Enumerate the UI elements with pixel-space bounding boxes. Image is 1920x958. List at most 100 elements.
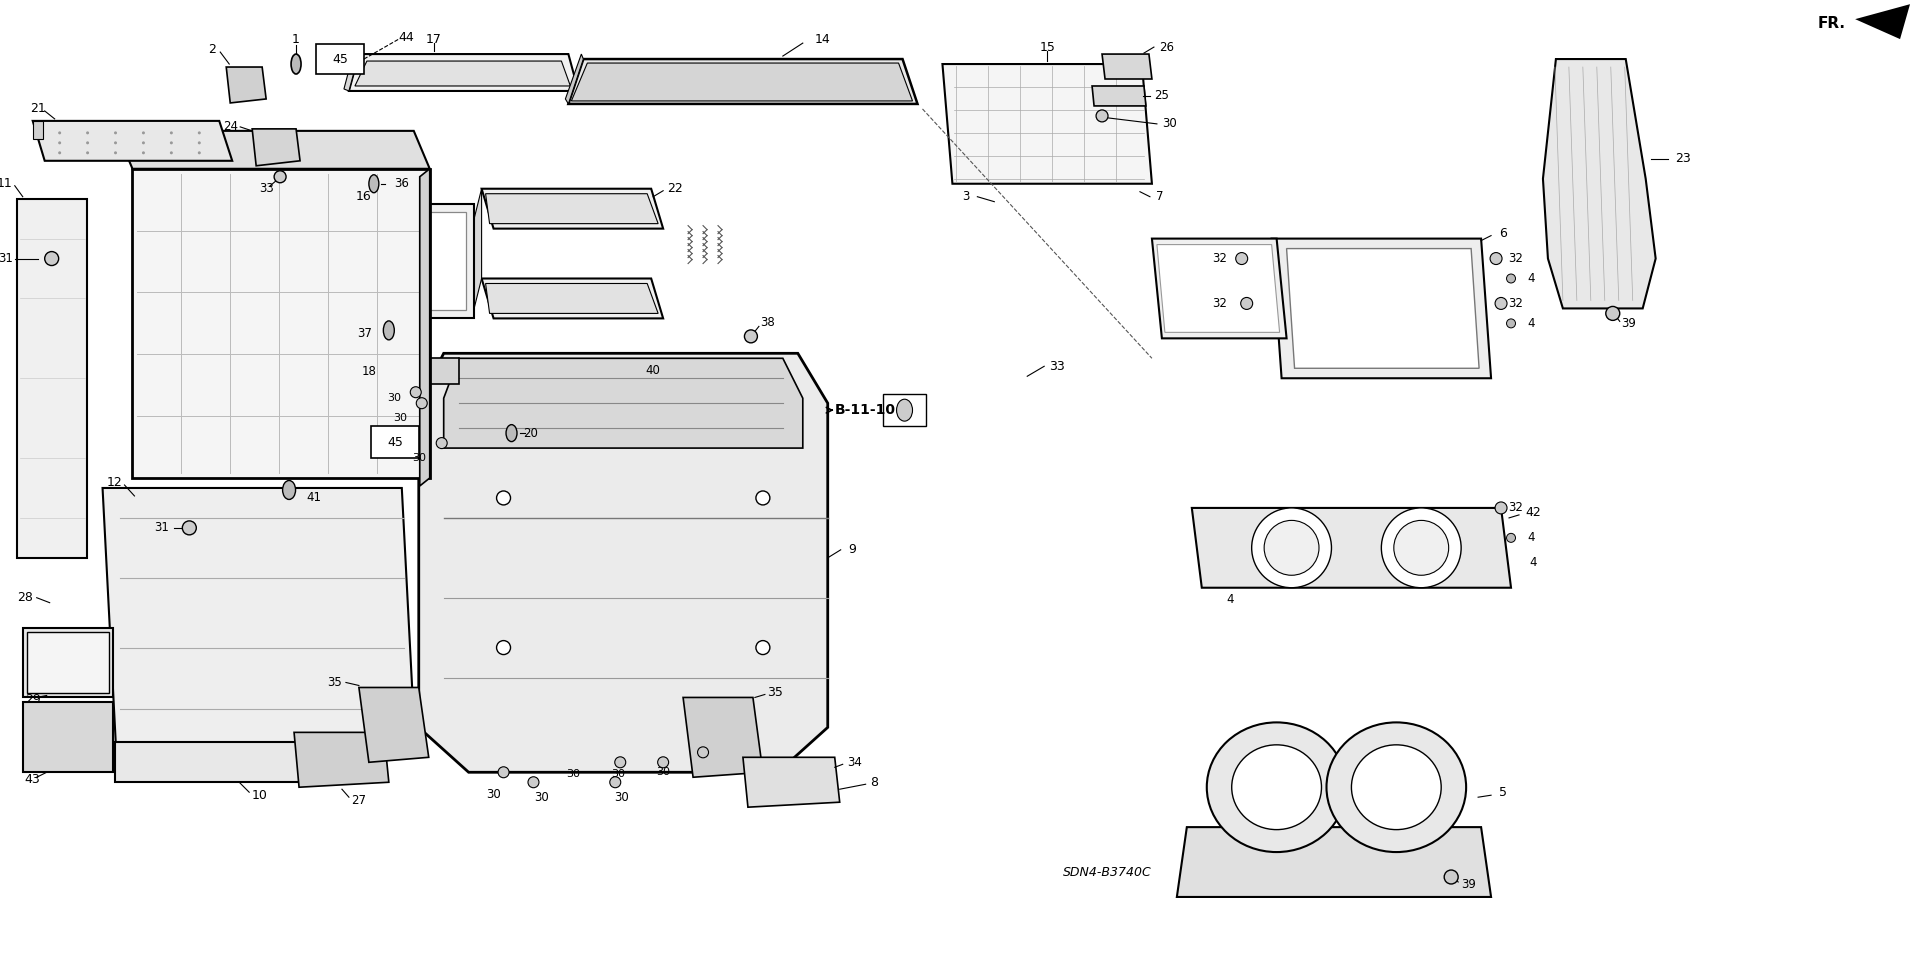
- Ellipse shape: [1327, 722, 1467, 852]
- Ellipse shape: [1240, 297, 1252, 309]
- Text: 33: 33: [259, 182, 273, 195]
- Polygon shape: [1855, 4, 1910, 39]
- Ellipse shape: [528, 777, 540, 787]
- Ellipse shape: [113, 151, 117, 154]
- Bar: [371, 426, 419, 458]
- Polygon shape: [1092, 86, 1146, 106]
- Text: 30: 30: [411, 453, 426, 463]
- Ellipse shape: [1444, 870, 1457, 884]
- Polygon shape: [472, 189, 482, 318]
- Polygon shape: [33, 121, 42, 139]
- Text: 4: 4: [1526, 532, 1534, 544]
- Text: FR.: FR.: [1816, 15, 1845, 31]
- Ellipse shape: [614, 757, 626, 767]
- Text: 29: 29: [25, 693, 40, 706]
- Polygon shape: [1271, 239, 1492, 378]
- Polygon shape: [394, 358, 459, 384]
- Polygon shape: [943, 64, 1152, 184]
- Text: 20: 20: [522, 426, 538, 440]
- Polygon shape: [444, 358, 803, 448]
- Ellipse shape: [198, 131, 202, 134]
- Ellipse shape: [897, 399, 912, 422]
- Ellipse shape: [745, 330, 756, 343]
- Ellipse shape: [142, 142, 144, 145]
- Text: 26: 26: [1160, 40, 1175, 54]
- Text: 25: 25: [1154, 89, 1169, 103]
- Text: 32: 32: [1509, 501, 1523, 514]
- Text: 30: 30: [611, 769, 626, 779]
- Text: 39: 39: [1461, 878, 1476, 892]
- Polygon shape: [227, 67, 267, 103]
- Text: 32: 32: [1212, 252, 1227, 265]
- Polygon shape: [17, 198, 86, 558]
- Polygon shape: [1544, 59, 1655, 308]
- Polygon shape: [115, 742, 303, 783]
- Ellipse shape: [417, 398, 428, 409]
- Ellipse shape: [497, 490, 511, 505]
- Polygon shape: [743, 758, 839, 808]
- Text: 22: 22: [668, 182, 684, 195]
- Text: 16: 16: [355, 191, 372, 203]
- Ellipse shape: [169, 151, 173, 154]
- Ellipse shape: [497, 641, 511, 654]
- Polygon shape: [252, 129, 300, 166]
- Ellipse shape: [275, 171, 286, 183]
- Polygon shape: [1158, 244, 1279, 332]
- Text: 34: 34: [847, 756, 862, 768]
- Ellipse shape: [292, 54, 301, 74]
- Polygon shape: [419, 354, 828, 772]
- Text: B-11-10: B-11-10: [835, 403, 897, 417]
- Bar: [27, 631, 109, 694]
- Text: 30: 30: [386, 393, 401, 403]
- Ellipse shape: [1380, 508, 1461, 587]
- Polygon shape: [344, 51, 359, 91]
- Polygon shape: [359, 688, 428, 763]
- Ellipse shape: [436, 438, 447, 448]
- Text: 21: 21: [29, 103, 46, 115]
- Text: 28: 28: [17, 591, 33, 604]
- Polygon shape: [572, 63, 912, 101]
- Text: 31: 31: [0, 252, 13, 265]
- Ellipse shape: [282, 481, 296, 499]
- Polygon shape: [486, 194, 659, 223]
- Text: 30: 30: [614, 790, 628, 804]
- Bar: [23, 702, 113, 772]
- Ellipse shape: [611, 777, 620, 787]
- Text: 15: 15: [1039, 40, 1056, 54]
- Text: 30: 30: [534, 790, 549, 804]
- Ellipse shape: [1352, 744, 1442, 830]
- Ellipse shape: [86, 151, 88, 154]
- Text: 9: 9: [849, 543, 856, 557]
- Ellipse shape: [58, 131, 61, 134]
- Text: 30: 30: [486, 787, 501, 801]
- Ellipse shape: [384, 321, 394, 340]
- Ellipse shape: [1263, 520, 1319, 575]
- Ellipse shape: [169, 131, 173, 134]
- Text: 7: 7: [1156, 191, 1164, 203]
- Ellipse shape: [1507, 319, 1515, 328]
- Polygon shape: [420, 169, 430, 486]
- Text: 39: 39: [1620, 317, 1636, 330]
- Polygon shape: [1102, 54, 1152, 79]
- Ellipse shape: [58, 151, 61, 154]
- Text: 18: 18: [363, 365, 376, 377]
- Text: 31: 31: [154, 521, 169, 535]
- Bar: [23, 627, 113, 697]
- Ellipse shape: [697, 747, 708, 758]
- Bar: [317, 44, 365, 74]
- Ellipse shape: [142, 151, 144, 154]
- Ellipse shape: [1507, 534, 1515, 542]
- Bar: [132, 169, 430, 478]
- Text: 35: 35: [766, 686, 783, 699]
- Text: 6: 6: [1500, 227, 1507, 240]
- Text: 37: 37: [357, 327, 372, 340]
- Text: 30: 30: [566, 769, 580, 779]
- Polygon shape: [1152, 239, 1286, 338]
- Text: 17: 17: [426, 33, 442, 46]
- Bar: [883, 394, 927, 426]
- Ellipse shape: [1252, 508, 1331, 587]
- Text: 2: 2: [209, 42, 217, 56]
- Ellipse shape: [198, 142, 202, 145]
- Text: 42: 42: [1524, 507, 1542, 519]
- Text: 10: 10: [252, 788, 267, 802]
